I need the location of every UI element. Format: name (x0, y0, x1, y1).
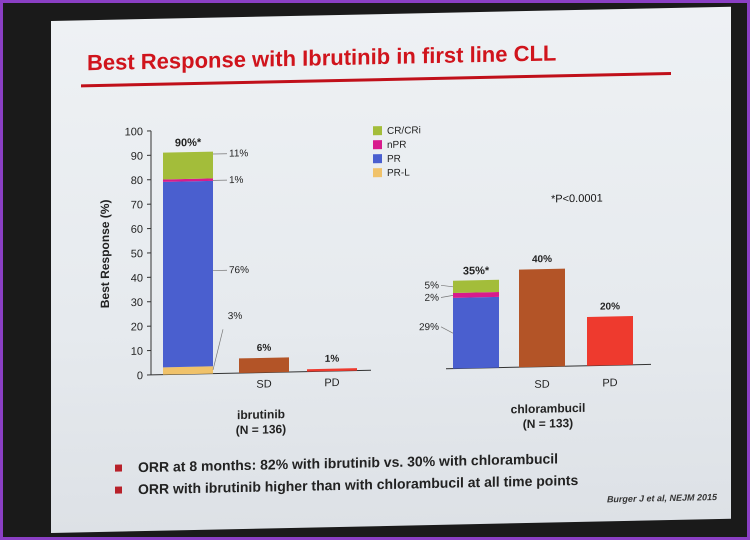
group-n-label: (N = 136) (236, 422, 286, 437)
bar-pd (587, 316, 633, 366)
legend-swatch (373, 154, 382, 164)
segment-label: 2% (425, 293, 440, 304)
legend-swatch (373, 168, 382, 178)
bullet-square-icon (115, 486, 122, 494)
y-tick-label: 30 (131, 297, 143, 309)
segment-label: 29% (419, 322, 439, 333)
stacked-segment-npr (163, 178, 213, 182)
stacked-segment-crcri (453, 279, 499, 293)
legend-label: PR (387, 154, 401, 165)
bar-value-label: 1% (325, 354, 340, 365)
category-label: PD (324, 377, 339, 389)
bar-value-label: 40% (532, 254, 552, 265)
category-label: PD (602, 377, 617, 389)
best-response-chart: 0 10 20 30 40 50 60 70 80 90 100 Best Response (%) C… (98, 125, 651, 437)
y-tick-label: 100 (125, 126, 143, 138)
p-value-note: *P<0.0001 (551, 192, 603, 206)
bullet-item: ORR with ibrutinib higher than with chlo… (115, 472, 578, 498)
legend-swatch (373, 126, 382, 136)
label-leader (212, 329, 224, 371)
segment-label: 1% (229, 175, 244, 186)
stacked-total-label: 35%* (463, 265, 490, 278)
y-tick-label: 10 (131, 346, 143, 358)
segment-label: 76% (229, 265, 249, 276)
label-leader (440, 284, 454, 288)
bar-sd (519, 268, 565, 368)
stacked-segment-prl (163, 366, 213, 375)
y-tick-label: 70 (131, 199, 143, 211)
y-tick-label: 80 (131, 175, 143, 187)
legend-label: CR/CRi (387, 125, 421, 137)
bullet-text: ORR with ibrutinib higher than with chlo… (138, 471, 579, 498)
y-tick-label: 0 (137, 370, 143, 382)
projected-slide: Best Response with Ibrutinib in first li… (51, 6, 731, 533)
legend-label: PR-L (387, 167, 410, 178)
y-tick-label: 20 (131, 321, 143, 333)
y-tick-label: 90 (131, 150, 143, 162)
category-label: SD (534, 379, 549, 391)
segment-label: 5% (425, 280, 440, 291)
stacked-segment-pr (163, 180, 213, 368)
bar-sd (239, 357, 289, 374)
group-name: ibrutinib (237, 407, 285, 422)
bullet-square-icon (115, 464, 122, 472)
segment-label: 11% (229, 148, 248, 159)
group-n-label: (N = 133) (523, 416, 573, 431)
bar-value-label: 20% (600, 301, 620, 312)
y-tick-label: 40 (131, 272, 143, 284)
segment-label: 3% (228, 311, 243, 322)
label-leader (440, 326, 454, 334)
y-tick-label: 60 (131, 224, 143, 236)
stacked-segment-crcri (163, 151, 213, 180)
y-tick-label: 50 (131, 248, 143, 260)
legend-swatch (373, 140, 382, 150)
stacked-segment-npr (453, 291, 499, 298)
legend-label: nPR (387, 140, 406, 151)
group-name: chlorambucil (511, 401, 586, 417)
stacked-segment-pr (453, 296, 499, 369)
category-label: SD (256, 378, 271, 390)
bar-pd (307, 368, 357, 372)
label-leader (440, 295, 454, 298)
stacked-total-label: 90%* (175, 137, 202, 150)
bar-value-label: 6% (257, 343, 272, 354)
y-axis-label: Best Response (%) (98, 199, 112, 308)
